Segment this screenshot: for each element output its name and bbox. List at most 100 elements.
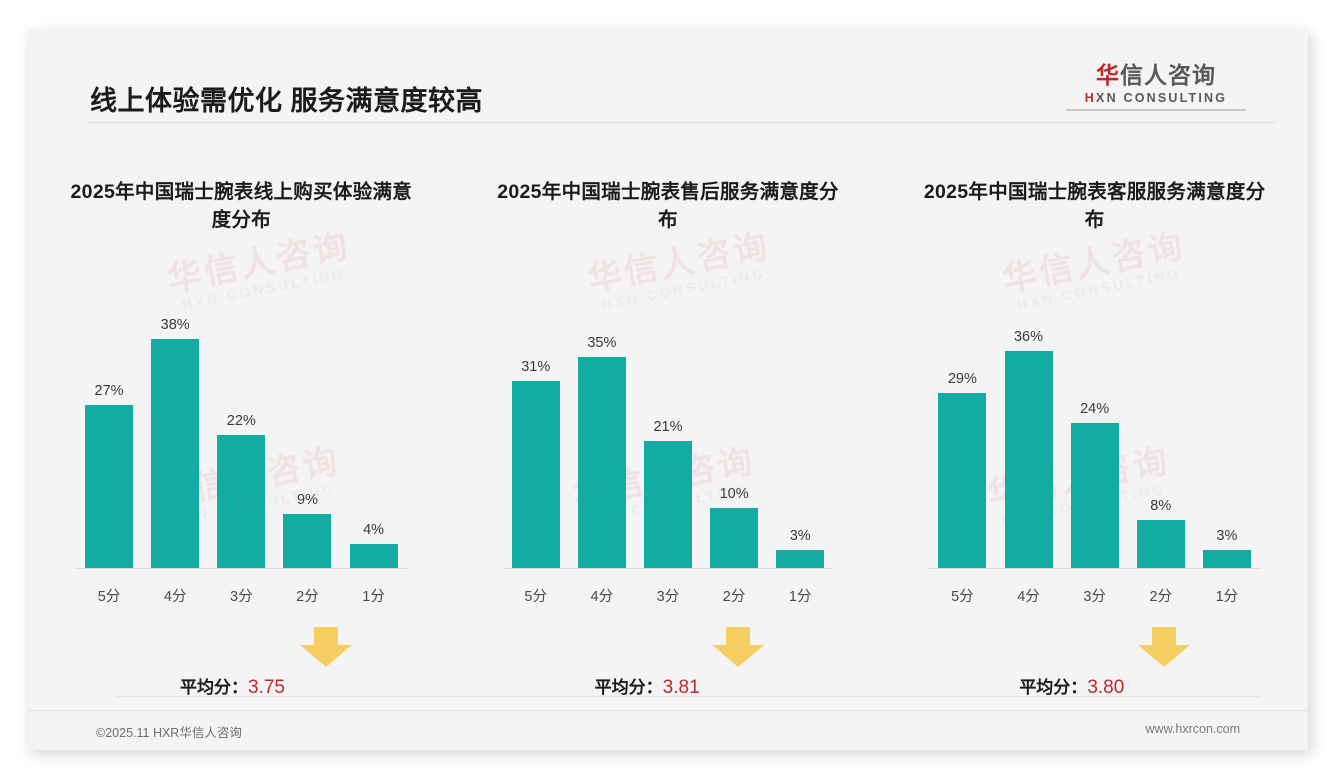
bar-item[interactable]: 3% (767, 279, 833, 568)
average-score: 平均分：3.80 (1019, 673, 1124, 699)
down-arrow-icon (1138, 626, 1191, 667)
chart-title: 2025年中国瑞士腕表客服服务满意度分布 (923, 181, 1266, 232)
logo-en-rest: XN CONSULTING (1096, 91, 1228, 106)
bar-chart: 29% 36% 24% 8% (881, 279, 1308, 605)
x-tick-label: 3分 (656, 588, 680, 605)
bar-item[interactable]: 27% (76, 279, 142, 568)
bar-item[interactable]: 36% (995, 279, 1061, 568)
bar-series: 29% 36% 24% 8% (929, 279, 1260, 568)
bar-value-label: 27% (94, 383, 124, 400)
website-url[interactable]: www.hxrcon.com (1145, 722, 1240, 736)
x-axis-labels: 5分 4分 3分 2分 1分 (76, 585, 407, 606)
down-arrow-icon (300, 626, 352, 667)
average-value: 3.80 (1087, 676, 1125, 698)
bar-value-label: 21% (653, 419, 683, 436)
average-value: 3.75 (248, 676, 285, 698)
bar-item[interactable]: 3% (1194, 279, 1260, 568)
bar-value-label: 31% (521, 359, 551, 376)
x-tick-label: 2分 (296, 588, 319, 605)
bar-item[interactable]: 21% (635, 279, 701, 568)
bar-value-label: 24% (1080, 401, 1110, 418)
average-annotation: 平均分：3.81 (455, 626, 882, 713)
bar-value-label: 10% (719, 486, 749, 503)
x-axis-line (502, 567, 834, 569)
bar-rect (710, 507, 759, 568)
bar-rect (1004, 350, 1053, 568)
x-tick-label: 5分 (97, 588, 121, 605)
x-axis-line (929, 567, 1260, 569)
bar-rect (1070, 422, 1119, 568)
slide-header: 线上体验需优化 服务满意度较高 华信人咨询 HXN CONSULTING (28, 30, 1308, 122)
copyright-text: ©2025.11 HXR华信人咨询 (96, 726, 242, 740)
bar-rect (643, 440, 692, 568)
logo-cn-rest: 信人咨询 (1120, 62, 1216, 88)
bar-value-label: 35% (587, 335, 617, 352)
chart-panel-customer-service: 2025年中国瑞士腕表客服服务满意度分布 29% 36% 24% (881, 148, 1308, 713)
bar-item[interactable]: 31% (503, 279, 569, 568)
x-tick-label: 1分 (1215, 588, 1239, 605)
bar-rect (1136, 519, 1185, 568)
bar-rect (217, 434, 266, 568)
logo-chinese-text: 华信人咨询 (1066, 62, 1246, 88)
bar-rect (511, 380, 560, 568)
chart-title: 2025年中国瑞士腕表售后服务满意度分布 (497, 181, 839, 232)
average-annotation: 平均分：3.80 (881, 626, 1308, 713)
bar-item[interactable]: 35% (569, 279, 635, 568)
bar-value-label: 8% (1150, 498, 1172, 515)
bar-item[interactable]: 22% (208, 279, 274, 568)
page-title: 线上体验需优化 服务满意度较高 (90, 86, 484, 116)
bar-item[interactable]: 10% (701, 279, 767, 568)
average-score: 平均分：3.75 (180, 673, 285, 699)
bar-series: 31% 35% 21% 10% (503, 279, 834, 568)
down-arrow-icon (711, 626, 764, 667)
chart-panel-online-purchase: 2025年中国瑞士腕表线上购买体验满意度分布 27% 38% 22% (28, 148, 455, 713)
company-logo: 华信人咨询 HXN CONSULTING (1066, 62, 1246, 112)
bar-value-label: 36% (1013, 329, 1044, 346)
chart-panel-after-sales: 2025年中国瑞士腕表售后服务满意度分布 31% 35% 21% (455, 148, 882, 713)
bar-value-label: 29% (947, 371, 977, 388)
bar-value-label: 4% (363, 522, 385, 539)
bar-item[interactable]: 9% (274, 279, 340, 568)
bar-item[interactable]: 24% (1062, 279, 1128, 568)
footnote-divider (116, 696, 1260, 697)
average-label: 平均分： (594, 677, 663, 697)
x-tick-label: 5分 (524, 588, 547, 605)
bar-chart: 31% 35% 21% 10% (455, 279, 882, 605)
slide-canvas: 华信人咨询 HXN CONSULTING 华信人咨询 HXN CONSULTIN… (28, 30, 1308, 750)
x-axis-line (76, 567, 407, 569)
logo-en-highlight: H (1084, 91, 1097, 106)
bar-rect (151, 338, 200, 568)
slide-footer: ©2025.11 HXR华信人咨询 www.hxrcon.com (28, 710, 1308, 750)
x-tick-label: 1分 (788, 588, 812, 605)
average-annotation: 平均分：3.75 (28, 626, 455, 713)
bar-rect (85, 404, 134, 568)
bar-item[interactable]: 38% (142, 279, 208, 568)
average-label: 平均分： (1019, 677, 1088, 697)
bar-rect (577, 356, 626, 568)
bar-item[interactable]: 29% (929, 279, 995, 568)
x-tick-label: 4分 (590, 588, 614, 605)
x-tick-label: 4分 (1017, 588, 1040, 605)
average-label: 平均分： (180, 677, 248, 697)
x-tick-label: 2分 (1149, 588, 1173, 605)
header-divider (86, 122, 1276, 123)
chart-title: 2025年中国瑞士腕表线上购买体验满意度分布 (70, 181, 413, 232)
bar-value-label: 3% (1216, 528, 1238, 545)
bar-value-label: 22% (226, 413, 256, 430)
bar-rect (776, 549, 825, 568)
logo-cn-highlight: 华 (1096, 62, 1120, 88)
bar-item[interactable]: 8% (1128, 279, 1194, 568)
bar-series: 27% 38% 22% 9% (76, 279, 407, 568)
x-axis-labels: 5分 4分 3分 2分 1分 (503, 585, 834, 606)
bar-item[interactable]: 4% (341, 279, 407, 568)
bar-rect (349, 543, 398, 568)
bar-rect (283, 513, 332, 568)
bar-value-label: 9% (296, 492, 318, 509)
x-tick-label: 3分 (1083, 588, 1106, 605)
average-score: 平均分：3.81 (595, 673, 700, 699)
bar-rect (938, 392, 987, 568)
logo-underline (1066, 109, 1246, 112)
x-axis-labels: 5分 4分 3分 2分 1分 (929, 585, 1260, 606)
x-tick-label: 5分 (951, 588, 974, 605)
bar-rect (1202, 549, 1251, 568)
